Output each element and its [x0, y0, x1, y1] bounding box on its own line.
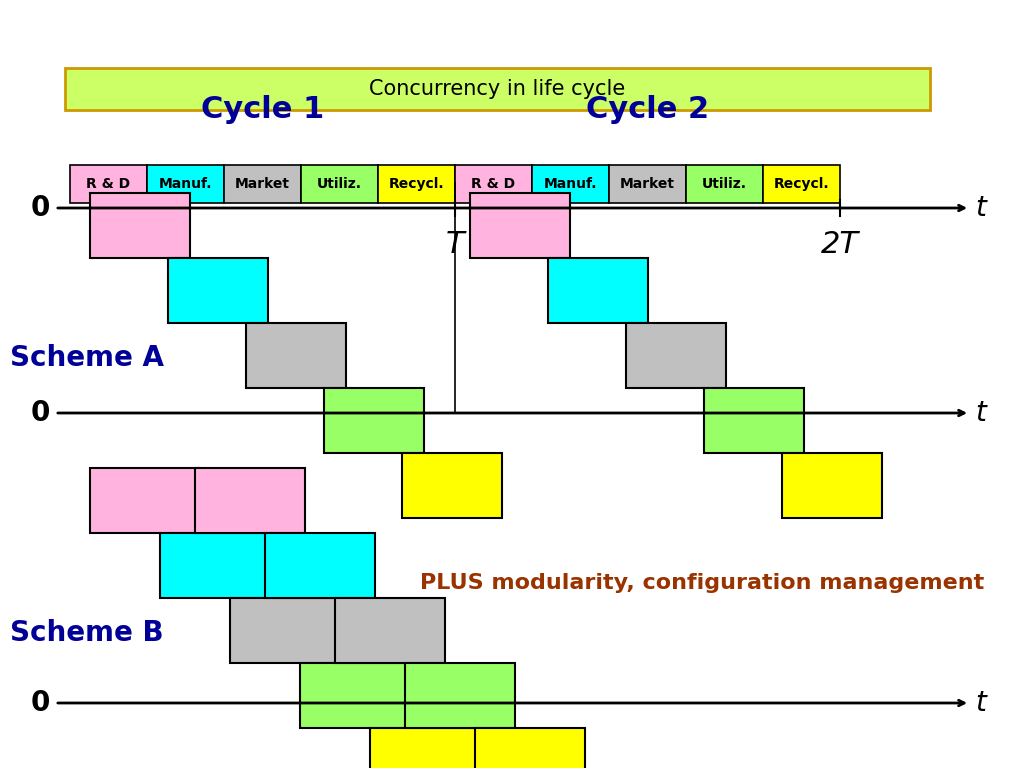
Bar — [370, 728, 480, 768]
Bar — [475, 728, 585, 768]
Bar — [65, 68, 930, 110]
Text: Manuf.: Manuf. — [544, 177, 597, 191]
Text: Scheme B: Scheme B — [10, 619, 164, 647]
Text: t: t — [975, 194, 986, 222]
Bar — [455, 165, 532, 203]
Text: 0: 0 — [31, 194, 50, 222]
Bar — [324, 388, 424, 453]
Text: R & D: R & D — [86, 177, 131, 191]
Bar — [300, 663, 410, 728]
Bar — [70, 165, 147, 203]
Bar — [548, 258, 648, 323]
Bar — [265, 533, 375, 598]
Bar — [246, 323, 346, 388]
Text: Cycle 1: Cycle 1 — [201, 95, 325, 124]
Text: Concurrency in life cycle: Concurrency in life cycle — [370, 79, 626, 99]
Bar — [686, 165, 763, 203]
Bar — [626, 323, 726, 388]
Bar — [90, 468, 200, 533]
Bar — [782, 453, 882, 518]
Bar — [230, 598, 340, 663]
Bar — [195, 468, 305, 533]
Text: Recycl.: Recycl. — [389, 177, 444, 191]
Text: 2T: 2T — [821, 230, 859, 259]
Bar — [705, 388, 804, 453]
Bar — [168, 258, 268, 323]
Text: Utiliz.: Utiliz. — [702, 177, 746, 191]
Text: 0: 0 — [31, 399, 50, 427]
Text: Manuf.: Manuf. — [159, 177, 212, 191]
Bar — [90, 193, 190, 258]
Bar — [301, 165, 378, 203]
Text: t: t — [975, 689, 986, 717]
Bar — [378, 165, 455, 203]
Text: Cycle 2: Cycle 2 — [586, 95, 709, 124]
Text: Utiliz.: Utiliz. — [317, 177, 362, 191]
Text: Scheme A: Scheme A — [10, 344, 164, 372]
Bar — [335, 598, 445, 663]
Text: t: t — [975, 399, 986, 427]
Text: Market: Market — [620, 177, 675, 191]
Text: Recycl.: Recycl. — [774, 177, 829, 191]
Bar — [609, 165, 686, 203]
Bar — [470, 193, 570, 258]
Bar — [532, 165, 609, 203]
Bar — [406, 663, 515, 728]
Text: Market: Market — [234, 177, 290, 191]
Text: 0: 0 — [31, 689, 50, 717]
Bar — [224, 165, 301, 203]
Bar — [160, 533, 270, 598]
Bar — [763, 165, 840, 203]
Text: R & D: R & D — [471, 177, 515, 191]
Text: T: T — [445, 230, 464, 259]
Bar — [402, 453, 502, 518]
Text: PLUS modularity, configuration management: PLUS modularity, configuration managemen… — [420, 573, 984, 593]
Bar — [147, 165, 224, 203]
